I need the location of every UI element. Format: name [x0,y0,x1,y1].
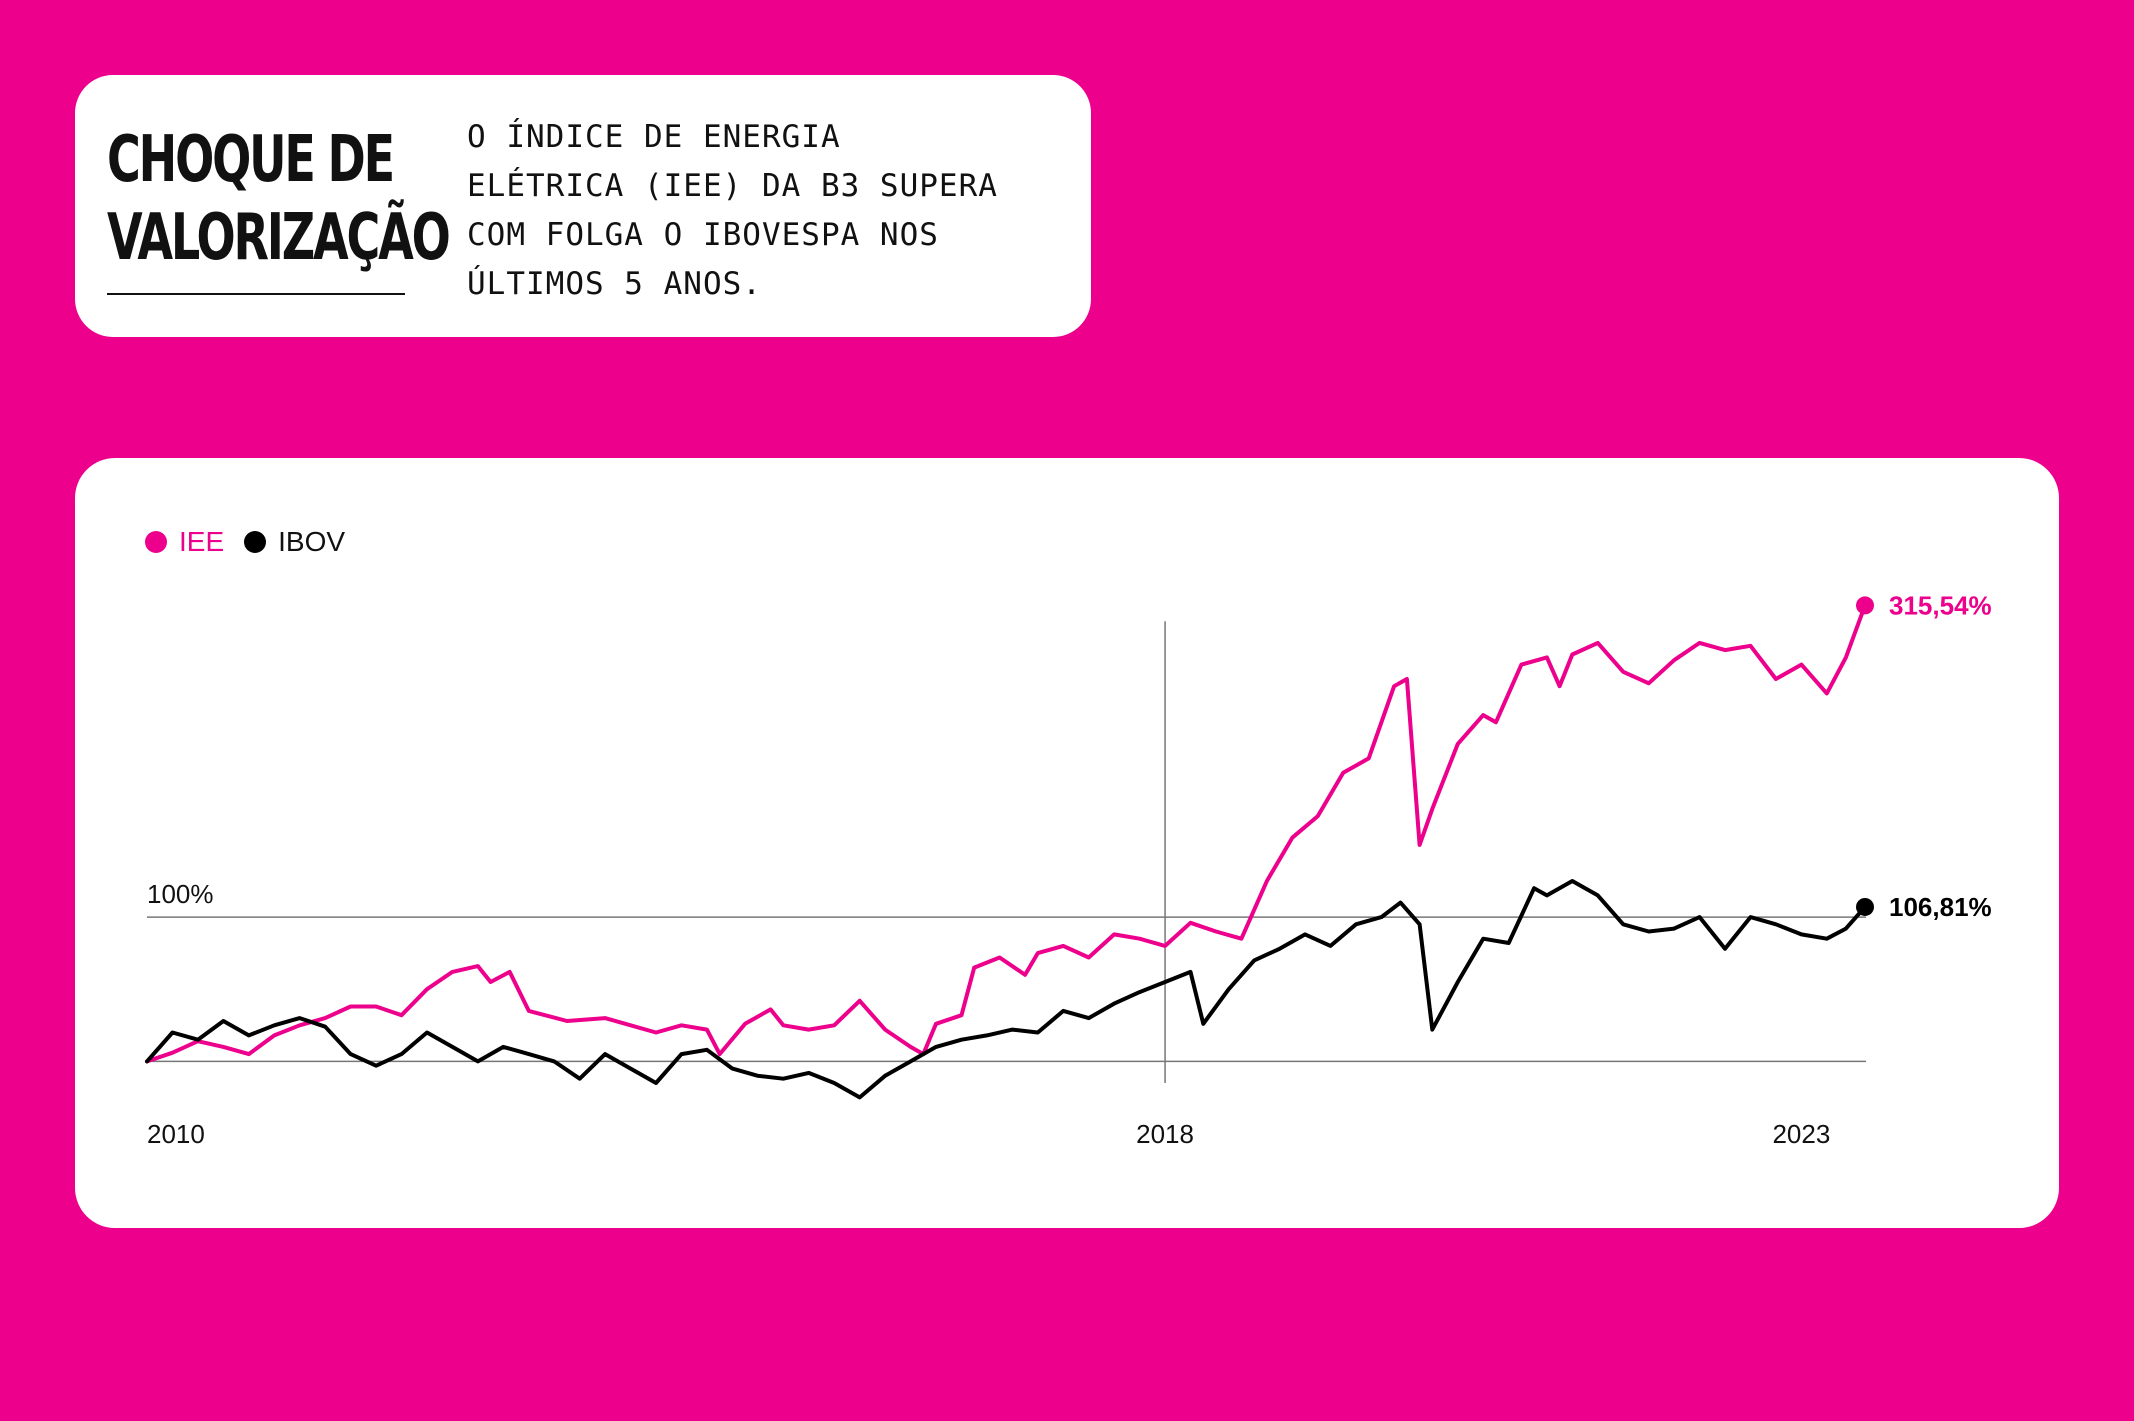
x-tick-label: 2010 [147,1119,205,1149]
legend: IEE IBOV [145,526,365,558]
line-chart: 100% 2010 2018 2023 315,54% 106,81% [145,590,1992,1149]
legend-item-ibov: IBOV [244,526,345,558]
subtitle-line: O ÍNDICE DE ENERGIA [467,119,841,155]
series-end-label-iee: 315,54% [1889,590,1992,620]
series-line-ibov [145,879,1867,1100]
chart-card: IEE IBOV 100% 2010 2018 2023 315,54% 106,81% [75,458,2059,1228]
subtitle-line: ELÉTRICA (IEE) DA B3 SUPERA [467,168,998,204]
chart-subtitle: O ÍNDICE DE ENERGIA ELÉTRICA (IEE) DA B3… [467,113,1067,309]
series-end-label-ibov: 106,81% [1889,892,1992,922]
legend-label-ibov: IBOV [278,526,346,557]
subtitle-line: COM FOLGA O IBOVESPA NOS [467,217,939,253]
chart-title: CHOQUE DE VALORIZAÇÃO [107,121,451,277]
subtitle-line: ÚLTIMOS 5 ANOS. [467,266,762,302]
x-tick-label: 2018 [1136,1119,1194,1149]
header-card: CHOQUE DE VALORIZAÇÃO O ÍNDICE DE ENERGI… [75,75,1091,337]
title-line-2: VALORIZAÇÃO [107,201,451,275]
title-underline [107,293,405,295]
x-tick-label: 2023 [1772,1119,1830,1149]
legend-dot-iee [145,531,167,553]
legend-dot-ibov [244,531,267,553]
series-end-dot-iee [1856,596,1874,615]
reference-line-label: 100% [147,879,214,909]
legend-label-iee: IEE [179,526,225,557]
series-line-iee [145,603,1867,1064]
title-line-1: CHOQUE DE [107,123,395,197]
legend-item-iee: IEE [145,526,224,558]
series-end-dot-ibov [1856,897,1874,916]
